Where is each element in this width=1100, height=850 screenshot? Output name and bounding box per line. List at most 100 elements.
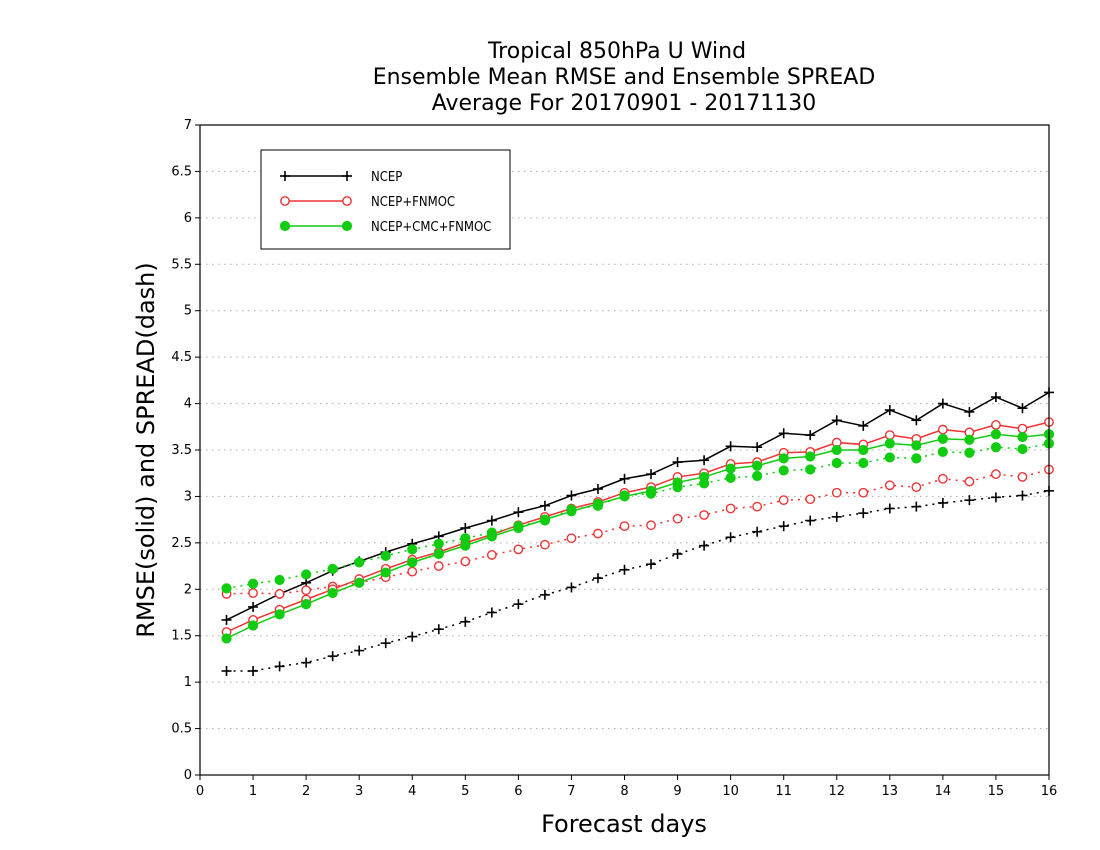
spread-point [407,566,418,577]
y-tick-label: 5.5 [171,257,192,272]
spread-point [221,666,232,676]
series-layer [221,387,1055,676]
spread-point [301,585,312,596]
rmse-point [566,506,577,517]
rmse-point [937,424,948,435]
spread-point [831,511,842,522]
spread-point [540,539,550,550]
spread-point [592,573,603,584]
spread-point [248,588,258,598]
spread-point [699,540,710,551]
rmse-line [226,433,1050,640]
rmse-point [221,633,232,644]
rmse-point [646,469,657,480]
spread-point [274,574,285,586]
spread-point [937,446,948,457]
spread-point [937,473,948,484]
series-ncep-fnmoc [221,417,1054,637]
spread-point [1017,443,1028,455]
rmse-point [274,609,285,620]
rmse-point [354,577,365,588]
rmse-point [566,490,577,501]
x-tick-label: 15 [988,784,1005,799]
rmse-point [513,507,524,518]
rmse-point [831,444,842,456]
rmse-point [964,434,975,445]
spread-point [858,487,869,498]
legend-marker [279,220,291,232]
x-tick-label: 1 [249,784,257,799]
spread-point [619,521,630,532]
rmse-point [778,428,789,439]
spread-point [221,583,232,594]
rmse-point [592,498,604,509]
x-tick-label: 14 [935,784,952,799]
rmse-point [937,398,948,409]
rmse-point [407,557,418,568]
y-tick-label: 3.5 [171,443,192,458]
y-tick-label: 6 [184,211,192,226]
rmse-point [831,415,842,426]
y-tick-label: 7 [184,118,192,133]
rmse-point [460,523,471,533]
rmse-line [226,421,1050,633]
rmse-point [805,430,816,441]
spread-point [593,528,603,539]
x-tick-label: 0 [196,784,204,799]
spread-point [407,631,418,642]
chart-title-line-1: Tropical 850hPa U Wind [487,39,746,64]
spread-point [990,442,1002,453]
spread-point [911,453,922,464]
spread-point [884,452,895,463]
rmse-point [725,463,736,474]
spread-point [460,556,471,567]
spread-point [327,563,338,574]
rmse-point [1017,403,1028,414]
legend-entry: NCEP+CMC+FNMOC [279,220,491,235]
spread-point [964,476,975,487]
grid [200,170,1049,730]
spread-point [752,526,763,537]
rmse-point [592,484,603,494]
spread-point [911,501,922,512]
y-tick-label: 1.5 [171,629,192,644]
spread-point [539,589,550,600]
spread-point [380,638,391,649]
spread-point [327,651,338,662]
x-axis-title: Forecast days [541,810,707,838]
spread-point [672,549,683,559]
y-tick-label: 6.5 [171,164,192,179]
rmse-point [699,455,710,466]
rmse-point [858,444,869,456]
y-tick-label: 2.5 [171,536,192,551]
spread-point [752,470,763,482]
legend-marker [341,220,353,232]
spread-point [460,616,471,627]
x-tick-label: 3 [355,784,363,799]
legend-marker [280,171,290,181]
legend-label: NCEP+CMC+FNMOC [371,220,491,235]
legend-marker [342,196,352,206]
spread-point [699,510,709,520]
spread-point [486,607,497,618]
x-tick-label: 13 [882,784,899,799]
rmse-point [858,420,869,431]
rmse-point [805,451,816,462]
spread-point [407,544,418,555]
spread-point [964,495,975,506]
spread-point [858,457,869,469]
rmse-point [752,460,763,471]
spread-point [805,464,816,475]
y-axis-title: RMSE(solid) and SPREAD(dash) [132,262,160,638]
spread-point [433,561,444,571]
rmse-point [619,473,630,484]
spread-line [226,442,1050,590]
rmse-point [460,540,471,551]
y-tick-label: 2 [184,582,192,597]
spread-point [619,564,630,575]
spread-point [884,503,895,514]
rmse-point [248,601,259,612]
rmse-point [486,531,497,542]
y-tick-label: 0.5 [171,722,192,737]
